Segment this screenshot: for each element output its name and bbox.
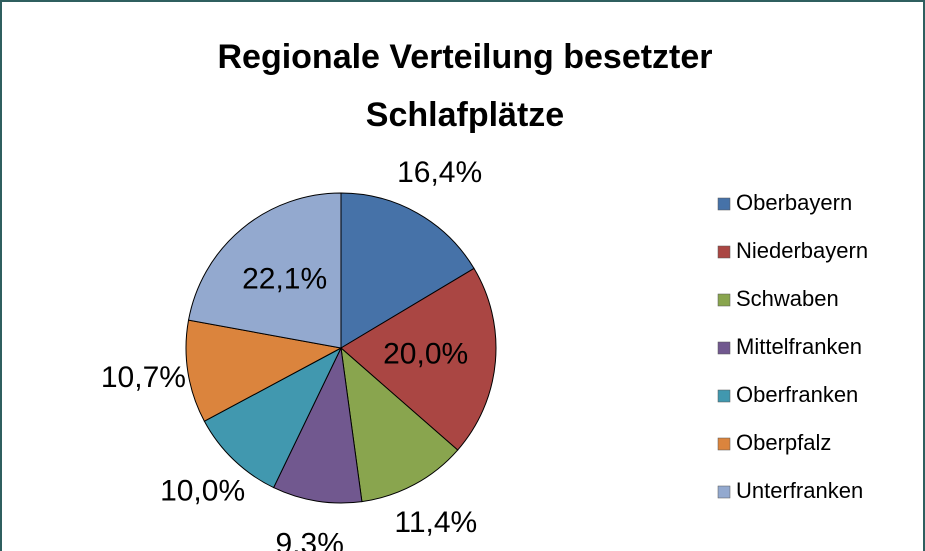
- legend-swatch: [717, 197, 731, 211]
- legend-label: Mittelfranken: [736, 334, 862, 359]
- legend-label: Unterfranken: [736, 478, 863, 503]
- legend-label: Oberbayern: [736, 190, 852, 215]
- pie-slice: [272, 346, 363, 504]
- legend-swatch: [717, 437, 731, 451]
- legend-swatch: [717, 389, 731, 403]
- pie-slice: [203, 346, 343, 489]
- data-label: 16,4%: [397, 156, 482, 189]
- data-label: 20,0%: [383, 338, 468, 371]
- legend-swatch: [717, 341, 731, 355]
- pie-slice: [185, 319, 343, 422]
- pie-slice: [340, 192, 475, 349]
- legend-label: Niederbayern: [736, 238, 868, 263]
- data-label: 11,4%: [394, 506, 477, 539]
- chart-title: Regionale Verteilung besetzter Schlafplä…: [217, 38, 713, 134]
- pie-slice: [340, 267, 497, 451]
- data-label: 22,1%: [242, 262, 327, 295]
- legend-label: Oberfranken: [736, 382, 858, 407]
- legend-swatch: [717, 485, 731, 499]
- data-label: 10,7%: [101, 361, 186, 394]
- pie-slice: [187, 192, 342, 349]
- legend-swatch: [717, 293, 731, 307]
- legend-swatch: [717, 245, 731, 259]
- legend-label: Oberpfalz: [736, 430, 831, 455]
- data-label: 10,0%: [160, 474, 245, 507]
- data-label: 9,3%: [275, 527, 343, 551]
- pie-slice: [340, 346, 459, 503]
- legend-label: Schwaben: [736, 286, 839, 311]
